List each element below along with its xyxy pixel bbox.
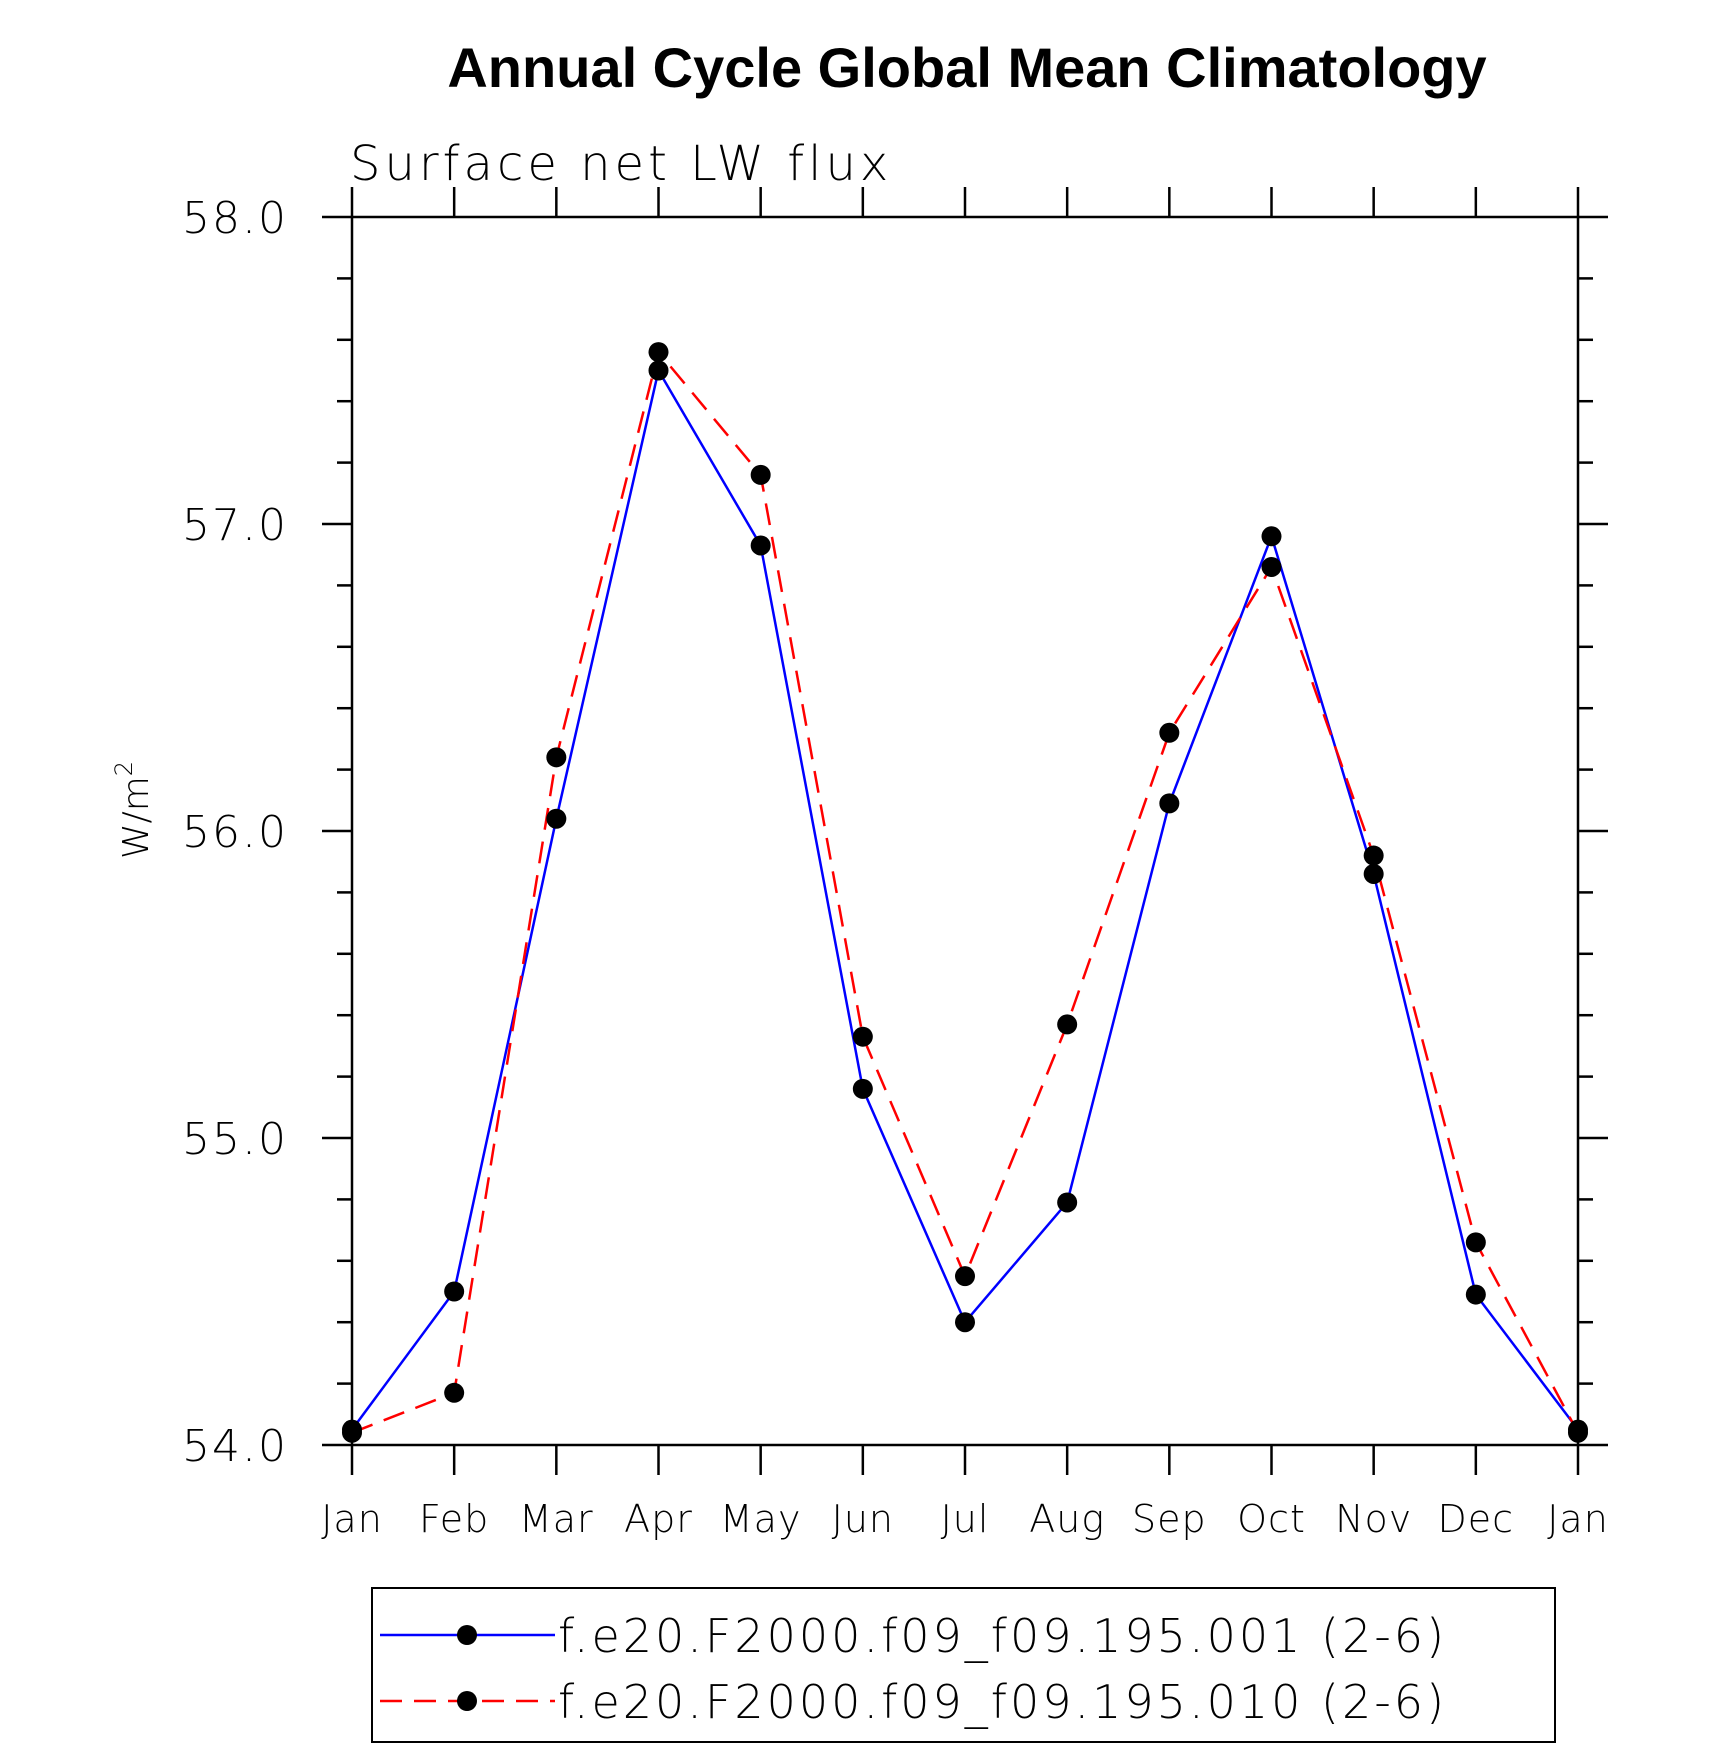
x-tick-label: Jan	[1547, 1497, 1609, 1541]
data-point-series-1	[546, 808, 567, 829]
y-tick-labels: 54.0 55.0 56.0 57.0 58.0	[182, 193, 288, 1472]
data-point-series-2	[546, 747, 567, 768]
plot-frame	[350, 215, 1580, 1447]
data-point-series-2	[1363, 845, 1384, 866]
y-axis-label: W/m2	[110, 761, 157, 859]
y-tick-label: 57.0	[182, 500, 288, 551]
legend-label-2: f.e20.F2000.f09_f09.195.010 (2-6)	[558, 1675, 1447, 1729]
data-point-series-1	[1159, 793, 1180, 814]
data-point-series-2	[342, 1422, 362, 1443]
y-axis-label-text: W/m	[116, 776, 157, 859]
x-tick-label: Dec	[1438, 1497, 1515, 1541]
data-point-series-1	[444, 1281, 465, 1302]
data-point-series-2	[750, 464, 771, 485]
data-point-series-2	[955, 1266, 975, 1287]
x-tick-label: Oct	[1237, 1497, 1306, 1541]
legend-marker-2	[457, 1691, 477, 1711]
y-tick-label: 54.0	[182, 1421, 288, 1472]
series-layer	[342, 342, 1588, 1443]
data-point-series-2	[1465, 1232, 1486, 1253]
data-point-series-1	[648, 360, 669, 381]
legend-label-1: f.e20.F2000.f09_f09.195.001 (2-6)	[558, 1609, 1447, 1663]
y-tick-label: 58.0	[182, 193, 288, 244]
data-point-series-2	[852, 1026, 873, 1047]
data-point-series-1	[750, 535, 771, 556]
x-tick-label: Aug	[1029, 1497, 1105, 1541]
x-tick-label: May	[720, 1497, 802, 1541]
x-tick-labels: Jan Feb Mar Apr May Jun Jul Aug Sep Oct Nov Dec Jan	[321, 1497, 1609, 1541]
x-tick-label: Nov	[1335, 1497, 1412, 1541]
data-point-series-1	[955, 1312, 975, 1333]
x-tick-label: Apr	[624, 1497, 693, 1541]
legend-marker-1	[457, 1625, 477, 1645]
x-tick-label: Sep	[1132, 1497, 1207, 1541]
data-point-series-2	[444, 1382, 465, 1403]
y-tick-label: 56.0	[182, 807, 288, 858]
y-axis-label-superscript: 2	[110, 761, 138, 776]
data-point-series-1	[1465, 1284, 1486, 1305]
y-tick-label: 55.0	[182, 1114, 288, 1165]
svg-text:W/m2: W/m2	[110, 761, 157, 859]
x-tick-label: Feb	[419, 1497, 489, 1541]
x-tick-label: Mar	[519, 1497, 594, 1541]
data-point-series-2	[1057, 1014, 1078, 1035]
data-point-series-2	[1261, 556, 1282, 577]
legend: f.e20.F2000.f09_f09.195.001 (2-6) f.e20.F…	[371, 1587, 1556, 1743]
data-point-series-2	[1159, 722, 1180, 743]
chart-subtitle: Surface net LW flux	[350, 136, 892, 192]
x-tick-label: Jun	[832, 1497, 894, 1541]
data-point-series-2	[1568, 1422, 1588, 1443]
chart-title: Annual Cycle Global Mean Climatology	[447, 36, 1486, 99]
data-point-series-1	[1057, 1192, 1078, 1213]
axes	[322, 187, 1608, 1475]
data-point-series-2	[648, 342, 669, 363]
data-point-series-1	[1261, 526, 1282, 547]
legend-box	[371, 1587, 1556, 1743]
data-point-series-1	[852, 1078, 873, 1099]
x-tick-label: Jul	[941, 1497, 990, 1541]
x-tick-label: Jan	[321, 1497, 383, 1541]
data-point-series-1	[1363, 863, 1384, 884]
